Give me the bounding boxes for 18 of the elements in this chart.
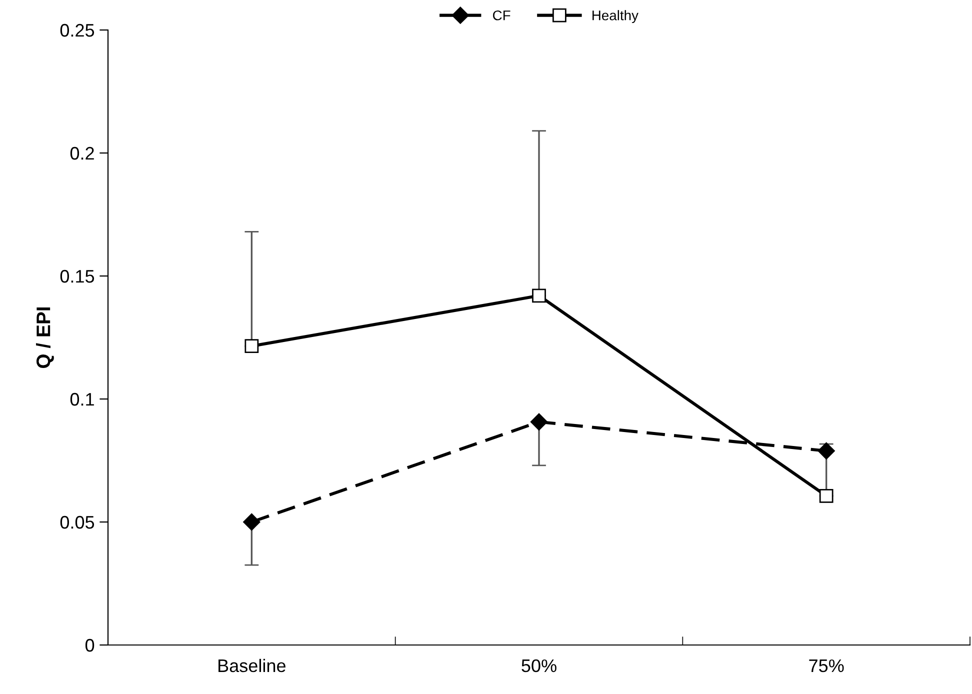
y-tick-label: 0.2: [70, 146, 94, 160]
point: [530, 413, 548, 430]
y-tick-label: 0.25: [60, 24, 94, 37]
point: [819, 488, 834, 503]
legend-label: Healthy: [592, 10, 638, 24]
point: [243, 513, 260, 531]
y-tick-label: 0.1: [70, 392, 94, 406]
point: [818, 442, 835, 460]
y-tick-label: 0.15: [60, 270, 94, 283]
y-tick-label: 0.05: [60, 516, 94, 529]
x-tick-label: Baseline: [218, 658, 286, 672]
y-tick-label: 0: [85, 638, 94, 652]
point: [532, 288, 546, 303]
point: [244, 339, 259, 354]
legend-label: CF: [493, 10, 510, 20]
x-tick-label: 50%: [522, 659, 556, 672]
x-tick-label: 75%: [809, 659, 844, 672]
y-axis-title: Q / EPI: [36, 307, 54, 368]
